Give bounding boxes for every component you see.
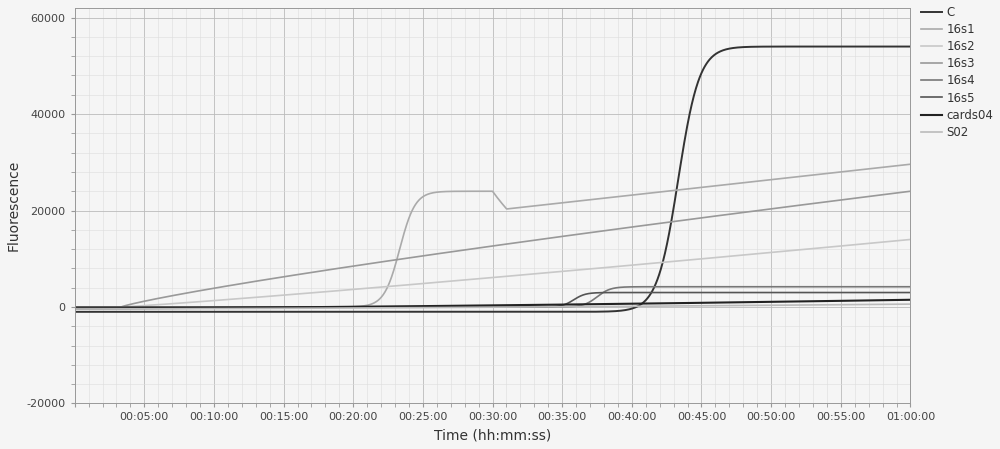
C <box>453 309 465 314</box>
16s2 <box>880 239 892 245</box>
S02 <box>111 306 123 312</box>
16s2 <box>904 237 916 242</box>
S02 <box>880 302 892 307</box>
16s5 <box>111 304 123 310</box>
cards04 <box>69 306 81 311</box>
cards04 <box>475 303 487 308</box>
16s4 <box>453 304 465 310</box>
16s1 <box>475 189 487 194</box>
Y-axis label: Fluorescence: Fluorescence <box>7 160 21 251</box>
16s1 <box>880 164 892 170</box>
16s1 <box>880 164 892 170</box>
X-axis label: Time (hh:mm:ss): Time (hh:mm:ss) <box>434 428 551 442</box>
16s3 <box>475 245 487 250</box>
cards04 <box>880 297 892 303</box>
16s2 <box>69 304 81 310</box>
C <box>69 309 81 314</box>
16s1 <box>453 189 465 194</box>
16s5 <box>881 290 893 295</box>
16s2 <box>880 239 892 244</box>
16s4 <box>880 284 892 290</box>
S02 <box>880 302 892 307</box>
16s4 <box>881 284 893 290</box>
16s4 <box>904 284 916 290</box>
16s3 <box>69 304 81 310</box>
16s5 <box>69 304 81 310</box>
16s4 <box>69 304 81 310</box>
Line: 16s3: 16s3 <box>75 191 910 307</box>
16s2 <box>111 304 123 310</box>
16s2 <box>453 278 465 283</box>
C <box>904 44 916 49</box>
16s5 <box>475 304 487 310</box>
16s1 <box>111 304 123 310</box>
S02 <box>727 303 739 308</box>
16s4 <box>835 284 847 290</box>
Line: 16s4: 16s4 <box>75 287 910 307</box>
16s1 <box>904 162 916 167</box>
Line: cards04: cards04 <box>75 300 910 308</box>
16s3 <box>111 304 123 310</box>
16s4 <box>111 304 123 310</box>
16s3 <box>880 192 892 197</box>
16s3 <box>880 192 892 197</box>
C <box>727 45 739 51</box>
16s3 <box>904 189 916 194</box>
16s1 <box>727 181 739 187</box>
Line: 16s1: 16s1 <box>75 164 910 307</box>
16s5 <box>904 290 916 295</box>
16s5 <box>880 290 892 295</box>
16s5 <box>453 304 465 310</box>
Line: S02: S02 <box>75 304 910 309</box>
Line: 16s2: 16s2 <box>75 239 910 307</box>
16s2 <box>475 276 487 281</box>
16s3 <box>727 211 739 216</box>
S02 <box>69 306 81 312</box>
cards04 <box>727 299 739 305</box>
C <box>475 309 487 314</box>
16s1 <box>69 304 81 310</box>
Line: 16s5: 16s5 <box>75 293 910 307</box>
S02 <box>904 301 916 307</box>
16s3 <box>453 248 465 253</box>
16s4 <box>475 304 487 310</box>
Line: C: C <box>75 47 910 312</box>
C <box>880 44 892 49</box>
cards04 <box>453 303 465 308</box>
cards04 <box>111 306 123 311</box>
C <box>111 309 123 314</box>
Legend: C, 16s1, 16s2, 16s3, 16s4, 16s5, cards04, S02: C, 16s1, 16s2, 16s3, 16s4, 16s5, cards04… <box>921 6 993 139</box>
16s4 <box>727 284 739 290</box>
cards04 <box>904 297 916 303</box>
16s2 <box>727 253 739 259</box>
16s5 <box>727 290 739 295</box>
16s5 <box>781 290 793 295</box>
S02 <box>453 305 465 310</box>
C <box>880 44 892 49</box>
S02 <box>475 304 487 310</box>
cards04 <box>880 297 892 303</box>
